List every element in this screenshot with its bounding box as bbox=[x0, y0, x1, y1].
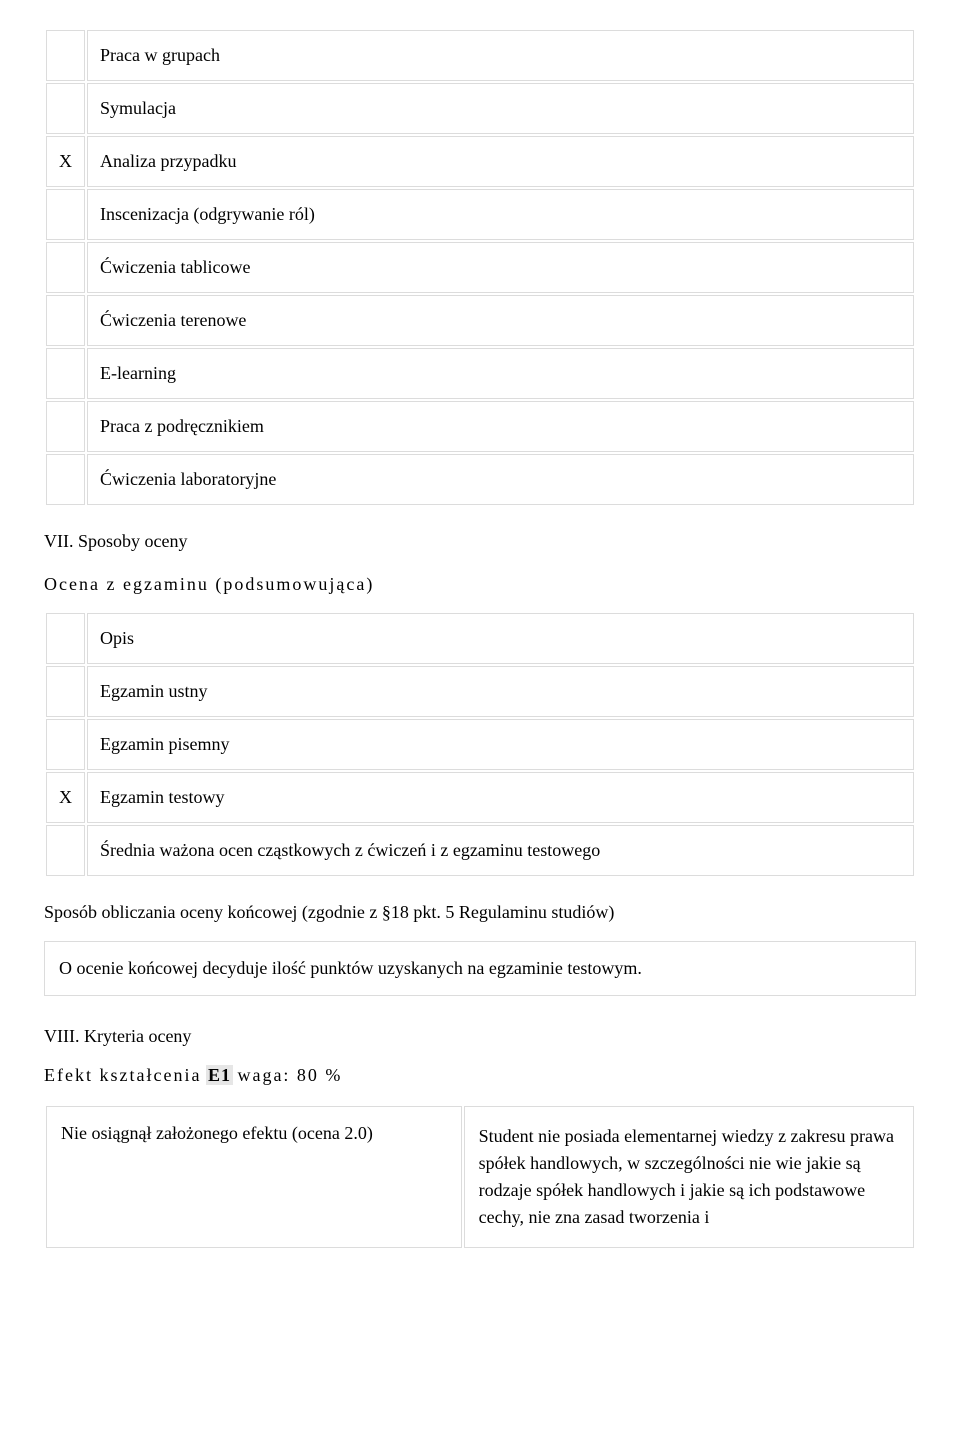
table-row: Ćwiczenia laboratoryjne bbox=[46, 454, 914, 505]
mark-cell bbox=[46, 454, 85, 505]
table-row: Egzamin ustny bbox=[46, 666, 914, 717]
mark-cell bbox=[46, 348, 85, 399]
table-row: Ćwiczenia terenowe bbox=[46, 295, 914, 346]
effect-prefix: Efekt kształcenia bbox=[44, 1065, 201, 1085]
table-row: Średnia ważona ocen cząstkowych z ćwicze… bbox=[46, 825, 914, 876]
label-cell: Średnia ważona ocen cząstkowych z ćwicze… bbox=[87, 825, 914, 876]
final-grade-text: O ocenie końcowej decyduje ilość punktów… bbox=[45, 942, 916, 996]
mark-cell bbox=[46, 189, 85, 240]
label-cell: Egzamin testowy bbox=[87, 772, 914, 823]
table-row: Egzamin pisemny bbox=[46, 719, 914, 770]
mark-cell bbox=[46, 401, 85, 452]
mark-cell: X bbox=[46, 136, 85, 187]
section-viii-heading: VIII. Kryteria oceny bbox=[44, 1026, 916, 1047]
criteria-left-cell: Nie osiągnął założonego efektu (ocena 2.… bbox=[46, 1106, 462, 1248]
label-cell: Symulacja bbox=[87, 83, 914, 134]
final-grade-heading: Sposób obliczania oceny końcowej (zgodni… bbox=[44, 902, 916, 923]
label-cell: Praca z podręcznikiem bbox=[87, 401, 914, 452]
table-row: Praca w grupach bbox=[46, 30, 914, 81]
table-row: Nie osiągnął założonego efektu (ocena 2.… bbox=[46, 1106, 914, 1248]
effect-weight: waga: 80 % bbox=[237, 1065, 342, 1085]
mark-cell: X bbox=[46, 772, 85, 823]
mark-cell bbox=[46, 613, 85, 664]
section-vii-heading: VII. Sposoby oceny bbox=[44, 531, 916, 552]
mark-cell bbox=[46, 242, 85, 293]
label-cell: Inscenizacja (odgrywanie ról) bbox=[87, 189, 914, 240]
label-cell: Egzamin ustny bbox=[87, 666, 914, 717]
label-cell: Egzamin pisemny bbox=[87, 719, 914, 770]
mark-cell bbox=[46, 30, 85, 81]
effect-code: E1 bbox=[206, 1065, 233, 1085]
label-cell: Ćwiczenia laboratoryjne bbox=[87, 454, 914, 505]
final-grade-box: O ocenie końcowej decyduje ilość punktów… bbox=[44, 941, 916, 996]
mark-cell bbox=[46, 825, 85, 876]
table-row: Praca z podręcznikiem bbox=[46, 401, 914, 452]
mark-cell bbox=[46, 295, 85, 346]
table-row: XEgzamin testowy bbox=[46, 772, 914, 823]
table-row: E-learning bbox=[46, 348, 914, 399]
label-cell: Analiza przypadku bbox=[87, 136, 914, 187]
table-row: Inscenizacja (odgrywanie ról) bbox=[46, 189, 914, 240]
label-cell: Ćwiczenia terenowe bbox=[87, 295, 914, 346]
criteria-table: Nie osiągnął założonego efektu (ocena 2.… bbox=[44, 1104, 916, 1250]
table-row: Ćwiczenia tablicowe bbox=[46, 242, 914, 293]
table-row: Opis bbox=[46, 613, 914, 664]
mark-cell bbox=[46, 719, 85, 770]
criteria-right-cell: Student nie posiada elementarnej wiedzy … bbox=[464, 1106, 914, 1248]
mark-cell bbox=[46, 666, 85, 717]
label-cell: E-learning bbox=[87, 348, 914, 399]
table-row: XAnaliza przypadku bbox=[46, 136, 914, 187]
effect-line: Efekt kształcenia E1 waga: 80 % bbox=[44, 1065, 916, 1086]
label-cell: Opis bbox=[87, 613, 914, 664]
exam-assessment-table: Opis Egzamin ustny Egzamin pisemny XEgza… bbox=[44, 611, 916, 878]
table-row: Symulacja bbox=[46, 83, 914, 134]
mark-cell bbox=[46, 83, 85, 134]
teaching-methods-table: Praca w grupach Symulacja XAnaliza przyp… bbox=[44, 28, 916, 507]
label-cell: Ćwiczenia tablicowe bbox=[87, 242, 914, 293]
exam-subheading: Ocena z egzaminu (podsumowująca) bbox=[44, 574, 916, 595]
label-cell: Praca w grupach bbox=[87, 30, 914, 81]
